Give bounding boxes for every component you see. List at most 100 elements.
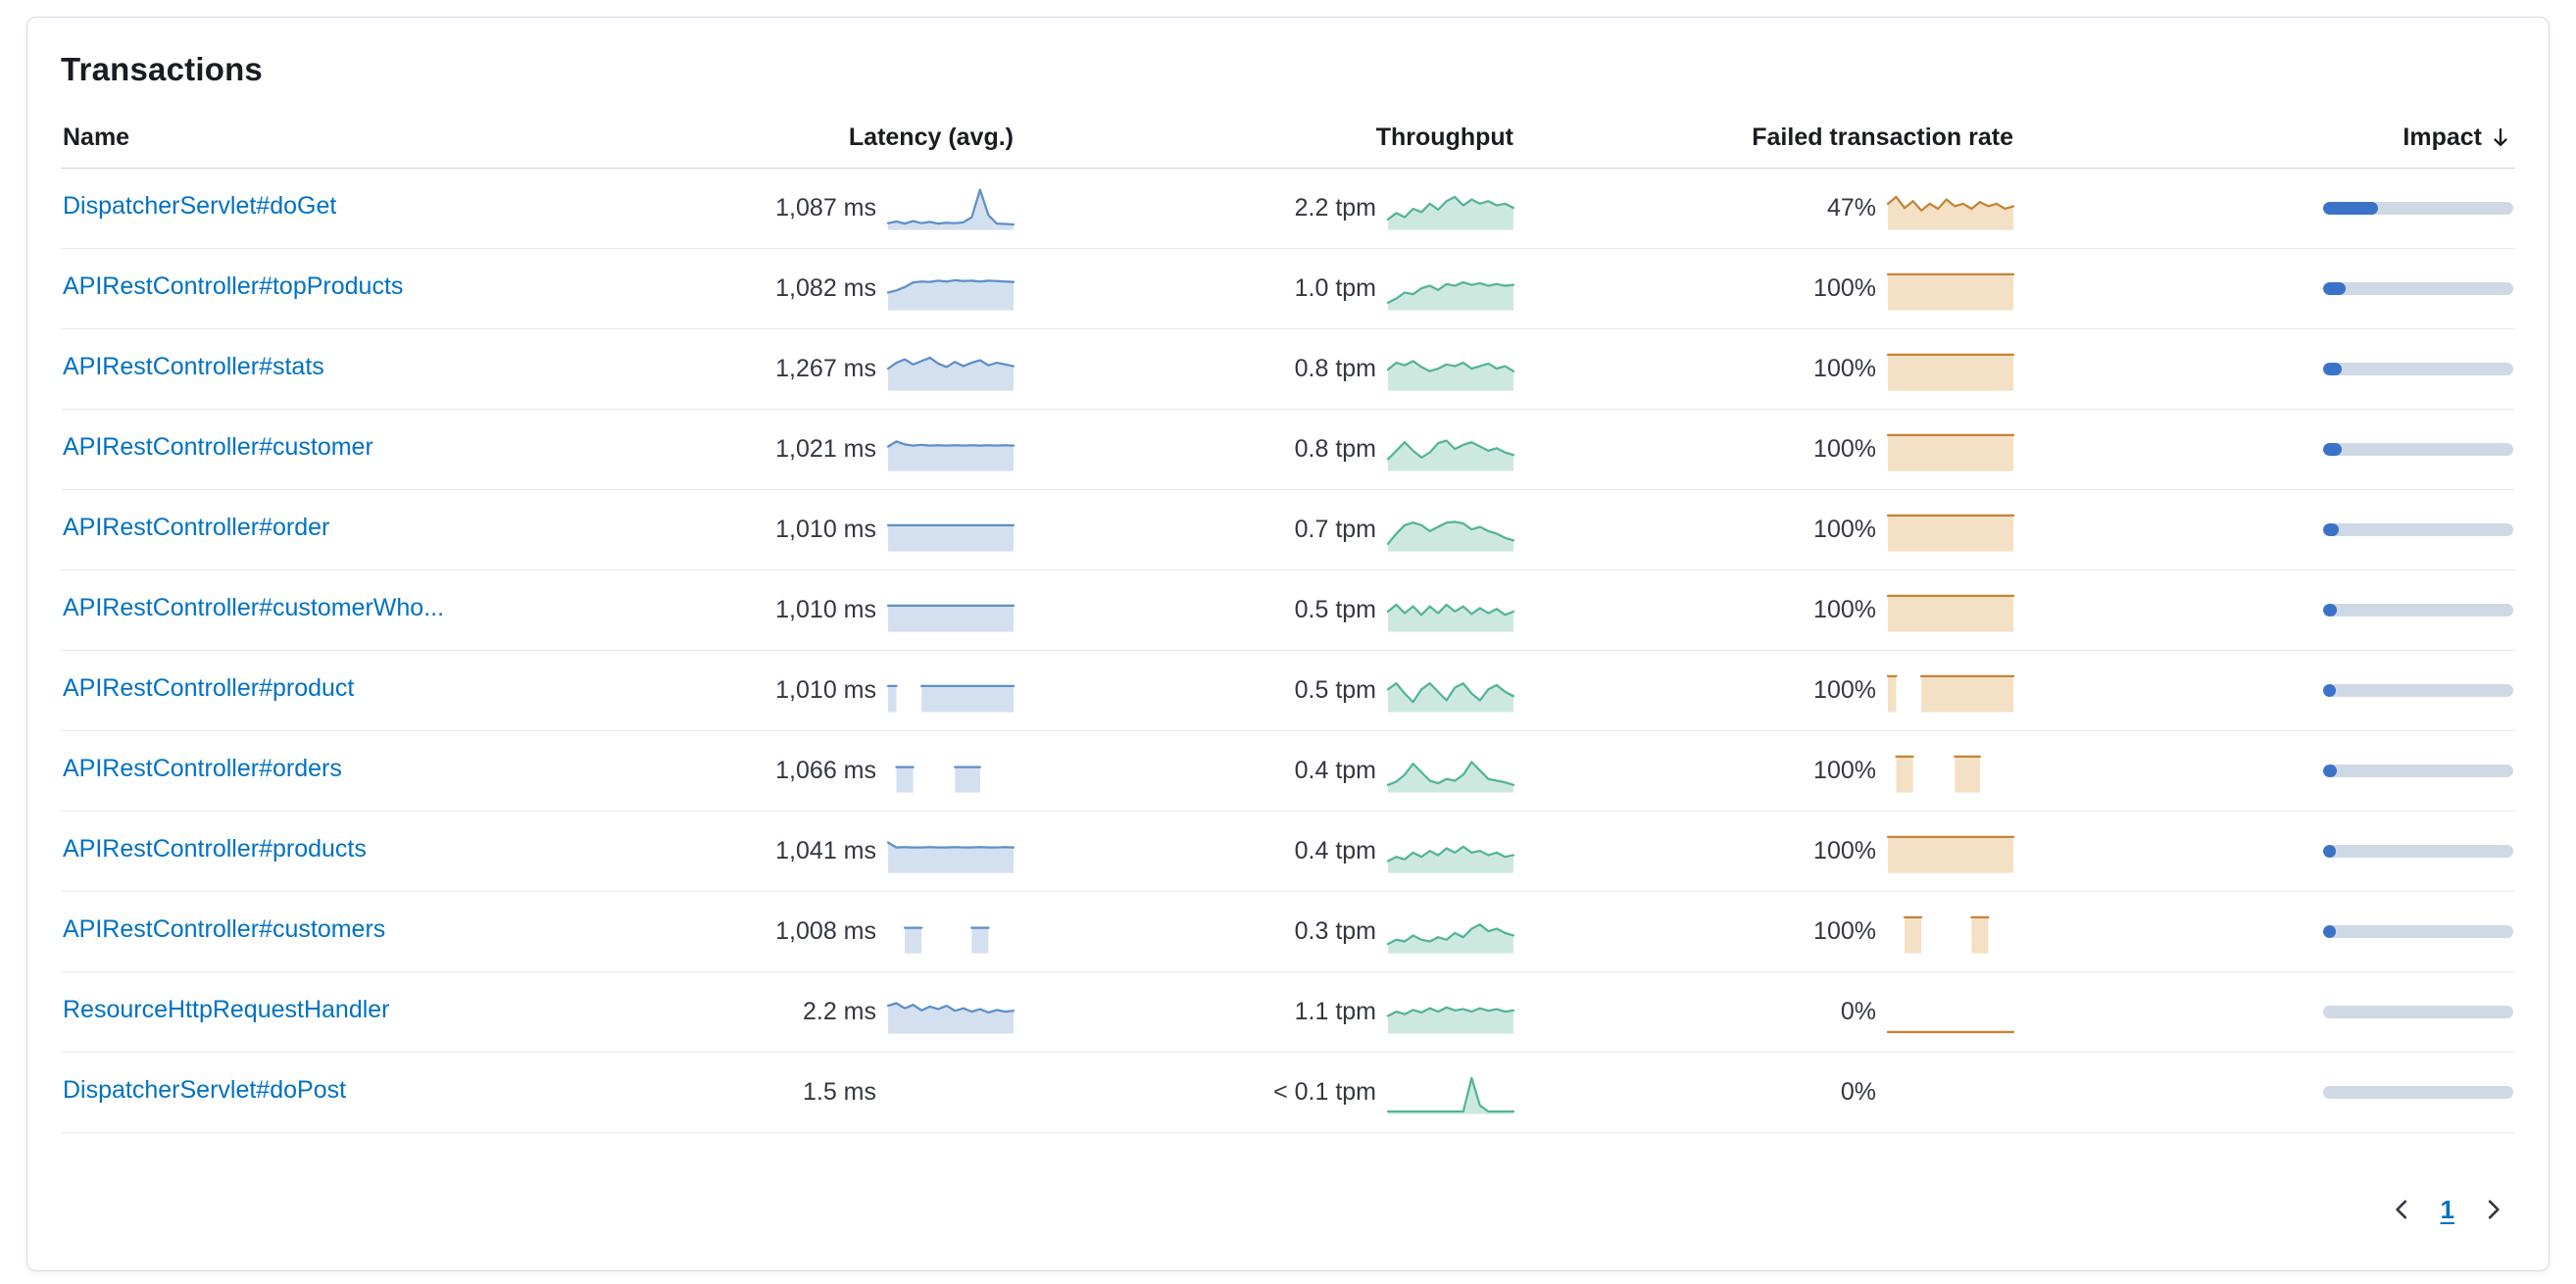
chevron-left-icon bbox=[2395, 1200, 2406, 1219]
transaction-link[interactable]: APIRestController#orders bbox=[63, 754, 342, 782]
impact-bar-fill bbox=[2323, 443, 2343, 456]
column-header-failed-rate[interactable]: Failed transaction rate bbox=[1515, 123, 2015, 152]
transaction-link[interactable]: DispatcherServlet#doPost bbox=[63, 1075, 347, 1104]
throughput-value: 0.8 tpm bbox=[1294, 355, 1376, 382]
latency-sparkline-svg bbox=[888, 667, 1014, 713]
impact-bar-fill bbox=[2323, 604, 2337, 617]
latency-sparkline-svg bbox=[888, 828, 1014, 873]
latency-sparkline-svg bbox=[888, 587, 1014, 632]
failed-rate-sparkline-svg bbox=[1888, 989, 2013, 1034]
latency-value: 1,008 ms bbox=[775, 917, 876, 945]
failed-rate-sparkline bbox=[1888, 266, 2013, 313]
transaction-link[interactable]: DispatcherServlet#doGet bbox=[63, 191, 337, 220]
impact-cell bbox=[2015, 443, 2515, 456]
transaction-link[interactable]: APIRestController#stats bbox=[63, 352, 324, 380]
failed-rate-sparkline-svg bbox=[1888, 426, 2013, 471]
transaction-link[interactable]: APIRestController#products bbox=[63, 834, 367, 863]
throughput-sparkline-svg bbox=[1388, 989, 1513, 1034]
transaction-link[interactable]: APIRestController#customers bbox=[63, 914, 386, 943]
transaction-link[interactable]: APIRestController#customer bbox=[63, 432, 373, 461]
impact-bar bbox=[2323, 523, 2513, 536]
failed-rate-value: 0% bbox=[1840, 1078, 1876, 1106]
transactions-panel: Transactions Name Latency (avg.) Through… bbox=[26, 17, 2550, 1271]
impact-cell bbox=[2015, 523, 2515, 536]
latency-sparkline-svg bbox=[888, 185, 1014, 230]
impact-bar bbox=[2323, 845, 2513, 858]
transaction-link[interactable]: APIRestController#product bbox=[63, 673, 355, 702]
failed-rate-sparkline bbox=[1888, 748, 2013, 795]
table-row: APIRestController#topProducts 1,082 ms 1.0… bbox=[61, 249, 2515, 329]
name-cell: ResourceHttpRequestHandler bbox=[61, 996, 516, 1029]
transaction-link[interactable]: APIRestController#order bbox=[63, 513, 330, 541]
latency-value: 1,010 ms bbox=[775, 516, 876, 543]
impact-bar bbox=[2323, 363, 2513, 375]
failed-rate-sparkline-svg bbox=[1888, 185, 2013, 230]
throughput-value: 0.7 tpm bbox=[1294, 516, 1376, 543]
transaction-link[interactable]: APIRestController#topProducts bbox=[63, 272, 404, 300]
column-header-throughput[interactable]: Throughput bbox=[1016, 123, 1515, 152]
failed-rate-sparkline-svg bbox=[1888, 507, 2013, 552]
name-cell: APIRestController#customerWho... bbox=[61, 594, 516, 627]
column-header-name[interactable]: Name bbox=[61, 123, 516, 152]
failed-rate-cell: 100% bbox=[1515, 266, 2015, 313]
throughput-sparkline bbox=[1388, 587, 1513, 634]
name-cell: APIRestController#stats bbox=[61, 353, 516, 386]
latency-value: 1,041 ms bbox=[775, 837, 876, 864]
throughput-cell: 0.5 tpm bbox=[1016, 587, 1515, 634]
latency-sparkline bbox=[888, 828, 1014, 875]
column-header-impact-label: Impact bbox=[2403, 123, 2482, 151]
latency-sparkline-svg bbox=[888, 346, 1014, 391]
latency-cell: 1,082 ms bbox=[516, 266, 1016, 313]
throughput-sparkline-svg bbox=[1388, 748, 1513, 793]
column-header-name-label: Name bbox=[63, 123, 130, 151]
table-row: ResourceHttpRequestHandler 2.2 ms 1.1 tpm 0… bbox=[61, 972, 2515, 1053]
column-header-impact[interactable]: Impact bbox=[2015, 123, 2515, 152]
latency-sparkline-svg bbox=[888, 426, 1014, 471]
page-1-button[interactable]: 1 bbox=[2433, 1191, 2462, 1229]
panel-title: Transactions bbox=[61, 51, 263, 87]
throughput-sparkline bbox=[1388, 667, 1513, 715]
failed-rate-sparkline bbox=[1888, 507, 2013, 554]
impact-bar-fill bbox=[2323, 523, 2339, 536]
throughput-cell: 0.4 tpm bbox=[1016, 828, 1515, 875]
next-page-button[interactable] bbox=[2472, 1188, 2515, 1231]
throughput-cell: 0.8 tpm bbox=[1016, 426, 1515, 473]
latency-cell: 1,010 ms bbox=[516, 587, 1016, 634]
column-header-latency[interactable]: Latency (avg.) bbox=[516, 123, 1016, 152]
impact-cell bbox=[2015, 1086, 2515, 1099]
failed-rate-sparkline-svg bbox=[1888, 909, 2013, 954]
failed-rate-cell: 100% bbox=[1515, 828, 2015, 875]
failed-rate-sparkline bbox=[1888, 667, 2013, 715]
failed-rate-cell: 100% bbox=[1515, 587, 2015, 634]
impact-bar-fill bbox=[2323, 282, 2347, 295]
throughput-sparkline bbox=[1388, 909, 1513, 956]
failed-rate-sparkline bbox=[1888, 909, 2013, 956]
table-row: APIRestController#stats 1,267 ms 0.8 tpm 10… bbox=[61, 329, 2515, 410]
latency-sparkline-svg bbox=[888, 909, 1014, 954]
transaction-link[interactable]: APIRestController#customerWho... bbox=[63, 593, 445, 621]
failed-rate-sparkline bbox=[1888, 1069, 2013, 1116]
latency-cell: 1.5 ms bbox=[516, 1069, 1016, 1116]
failed-rate-value: 100% bbox=[1813, 917, 1876, 945]
previous-page-button[interactable] bbox=[2380, 1188, 2423, 1231]
latency-sparkline bbox=[888, 587, 1014, 634]
table-body: DispatcherServlet#doGet 1,087 ms 2.2 tpm 47… bbox=[61, 169, 2515, 1133]
failed-rate-sparkline bbox=[1888, 989, 2013, 1036]
latency-sparkline bbox=[888, 667, 1014, 715]
throughput-sparkline-svg bbox=[1388, 507, 1513, 552]
table-row: APIRestController#customerWho... 1,010 ms… bbox=[61, 570, 2515, 651]
impact-bar-fill bbox=[2323, 765, 2337, 777]
transaction-link[interactable]: ResourceHttpRequestHandler bbox=[63, 995, 390, 1023]
throughput-value: 0.3 tpm bbox=[1294, 917, 1376, 945]
latency-value: 1,010 ms bbox=[775, 596, 876, 623]
impact-bar-fill bbox=[2323, 845, 2336, 858]
failed-rate-cell: 100% bbox=[1515, 667, 2015, 715]
latency-cell: 1,010 ms bbox=[516, 507, 1016, 554]
column-header-failed-rate-label: Failed transaction rate bbox=[1752, 123, 2013, 151]
latency-value: 1,082 ms bbox=[775, 274, 876, 302]
impact-bar-fill bbox=[2323, 684, 2336, 697]
failed-rate-value: 0% bbox=[1840, 998, 1876, 1025]
failed-rate-sparkline-svg bbox=[1888, 587, 2013, 632]
failed-rate-cell: 100% bbox=[1515, 748, 2015, 795]
name-cell: APIRestController#topProducts bbox=[61, 272, 516, 306]
